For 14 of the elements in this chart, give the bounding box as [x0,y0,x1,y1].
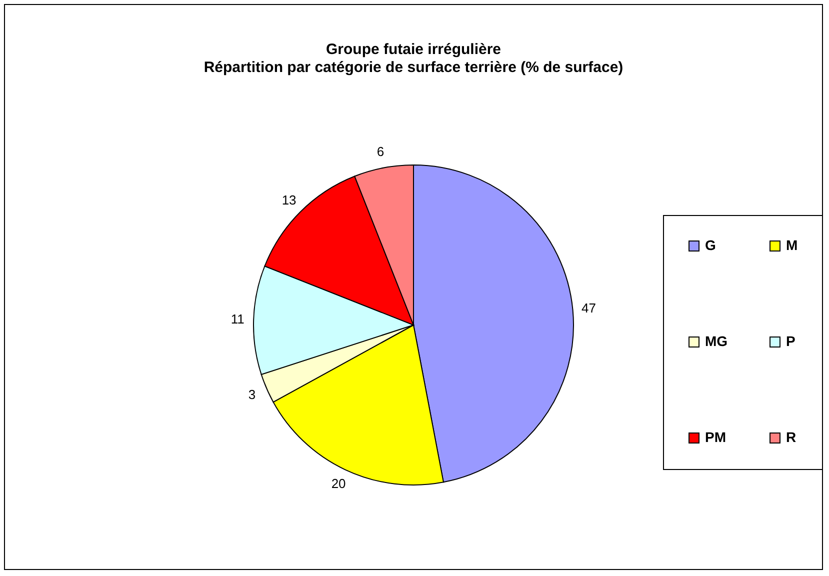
legend-label: PM [705,429,726,445]
data-label: 6 [376,144,384,160]
data-label: 20 [331,476,346,492]
chart-title: Groupe futaie irrégulière [326,41,502,58]
data-label: 47 [581,300,596,316]
data-label: 13 [282,192,296,208]
legend-label: P [786,333,796,349]
data-label: 11 [230,311,244,326]
chart-subtitle: Répartition par catégorie de surface terrière (% de surface) [204,59,624,76]
data-label: 3 [248,386,256,402]
legend-label: M [786,237,798,253]
legend-label: R [786,429,796,445]
legend-label: MG [705,333,728,349]
legend-label: G [705,237,716,253]
